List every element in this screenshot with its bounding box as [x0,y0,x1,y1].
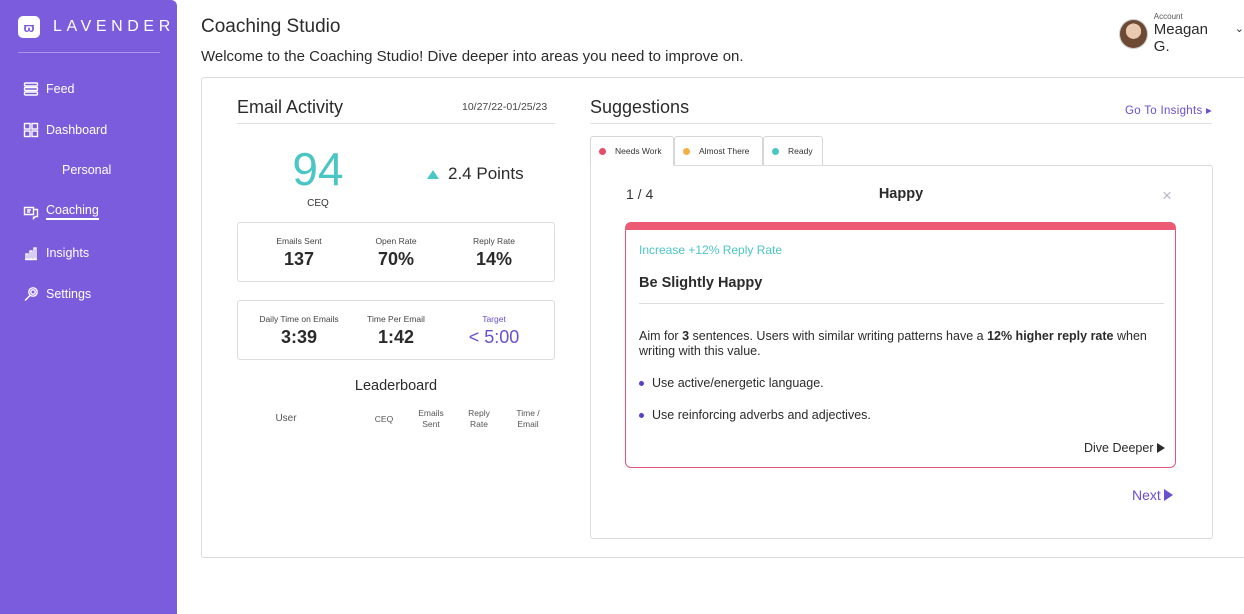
suggestion-title: Be Slightly Happy [639,275,763,291]
body-bold: 3 [682,329,690,343]
sidebar-item-label: Dashboard [46,122,108,137]
dashboard-icon [22,121,39,138]
go-to-insights-link[interactable]: Go To Insights ▸ [1125,105,1213,117]
play-arrow-icon [1157,443,1166,453]
account-name: Meagan G. [1153,21,1208,55]
stat-label: Time Per Email [367,314,425,324]
account-menu[interactable]: Account Meagan G. ⌄ [1119,12,1244,55]
tab-label: Ready [788,146,813,156]
email-stats-box: Emails Sent 137 Open Rate 70% Reply Rate… [237,222,555,282]
suggestion-card [625,222,1176,468]
close-icon[interactable]: × [1162,186,1172,205]
stat-label: Emails Sent [276,236,322,246]
suggestion-counter: 1 / 4 [626,186,654,202]
page-subtitle: Welcome to the Coaching Studio! Dive dee… [201,48,744,65]
sidebar-item-label: Settings [46,286,92,301]
suggestions-title: Suggestions [590,97,690,117]
body-text: when writing with this value. [639,329,1147,358]
sidebar-item-dashboard[interactable]: Dashboard [22,121,107,138]
stat-label: Open Rate [375,236,417,246]
dive-deeper-button[interactable]: Dive Deeper [1084,441,1166,455]
section-divider [590,123,1212,124]
brand-logo[interactable]: ϖ LAVENDER [18,16,175,38]
suggestion-body: Aim for 3 sentences. Users with similar … [639,329,1159,359]
leaderboard-title: Leaderboard [354,378,438,394]
stat-value: 14% [475,249,513,269]
stat-value: 137 [283,249,315,269]
tab-label: Almost There [699,146,750,156]
ceq-label: CEQ [307,198,329,209]
page-title: Coaching Studio [201,16,341,37]
sidebar-item-insights[interactable]: Insights [22,244,89,261]
suggestion-bullet: Use active/energetic language. [639,376,824,390]
stat-label: Target [482,314,506,324]
dive-deeper-label: Dive Deeper [1084,441,1154,455]
sidebar-item-coaching[interactable]: Coaching [22,203,99,220]
bullet-icon [639,380,644,386]
sidebar-item-personal[interactable]: Personal [62,163,112,177]
bullet-text: Use reinforcing adverbs and adjectives. [652,408,871,422]
next-label: Next [1132,487,1161,503]
sidebar-item-label: Feed [46,81,75,96]
body-bold: 12% higher reply rate [987,329,1114,343]
brand-name: LAVENDER [53,18,175,35]
stat-target: Target < 5:00 [441,301,547,348]
date-range[interactable]: 10/27/22-01/25/23 [462,101,548,113]
avatar [1119,18,1148,49]
sidebar-item-settings[interactable]: Settings [22,285,91,302]
sidebar: ϖ LAVENDER Feed Dashboard Personal Coach… [0,0,177,614]
stat-value: 3:39 [280,327,318,347]
leaderboard-col-user[interactable]: User [275,413,297,424]
stat-time-per-email: Time Per Email 1:42 [343,301,449,348]
stat-label: Reply Rate [472,236,516,246]
leaderboard-col-emails-sent[interactable]: Emails Sent [418,408,444,429]
suggestion-name: Happy [878,186,924,202]
points-value: 2.4 Points [448,164,524,183]
sidebar-item-feed[interactable]: Feed [22,80,75,97]
tab-ready[interactable]: Ready [763,136,823,166]
settings-icon [22,285,39,302]
body-text: sentences. Users with similar writing pa… [689,329,988,343]
stat-daily-time: Daily Time on Emails 3:39 [246,301,352,348]
sidebar-item-label: Insights [46,245,90,260]
section-divider [237,123,555,124]
feed-icon [22,80,39,97]
insights-icon [22,244,39,261]
ceq-score: 94 [292,143,344,195]
bullet-text: Use active/energetic language. [652,376,824,390]
stat-open-rate: Open Rate 70% [343,223,449,270]
status-dot-icon [772,147,779,155]
stat-value: < 5:00 [468,327,520,347]
coaching-icon [22,203,39,220]
bullet-icon [639,412,644,418]
tab-label: Needs Work [615,146,662,156]
body-text: Aim for [639,329,683,343]
status-dot-icon [599,147,606,155]
trend-up-icon [427,169,439,179]
time-stats-box: Daily Time on Emails 3:39 Time Per Email… [237,300,555,360]
chevron-down-icon[interactable]: ⌄ [1234,23,1244,35]
stat-reply-rate: Reply Rate 14% [441,223,547,270]
suggestion-increase: Increase +12% Reply Rate [639,243,783,257]
next-button[interactable]: Next [1132,487,1173,503]
points-change: 2.4 Points [427,164,524,184]
stat-value: 1:42 [377,327,415,347]
status-dot-icon [683,147,690,155]
suggestion-bullet: Use reinforcing adverbs and adjectives. [639,408,871,422]
email-activity-title: Email Activity [237,97,344,117]
stat-emails-sent: Emails Sent 137 [246,223,352,270]
leaderboard-col-time-email[interactable]: Time / Email [516,408,540,429]
sidebar-divider [18,52,160,53]
sidebar-item-label: Coaching [46,203,99,220]
card-divider [639,303,1164,304]
play-arrow-icon [1163,489,1173,501]
leaderboard-col-reply-rate[interactable]: Reply Rate [468,408,490,429]
account-label: Account [1153,12,1183,21]
tab-needs-work[interactable]: Needs Work [590,136,674,166]
leaderboard-col-ceq[interactable]: CEQ [374,414,394,424]
lavender-logo-icon: ϖ [18,16,40,38]
stat-label: Daily Time on Emails [259,314,339,324]
stat-value: 70% [377,249,415,269]
tab-almost-there[interactable]: Almost There [674,136,763,166]
